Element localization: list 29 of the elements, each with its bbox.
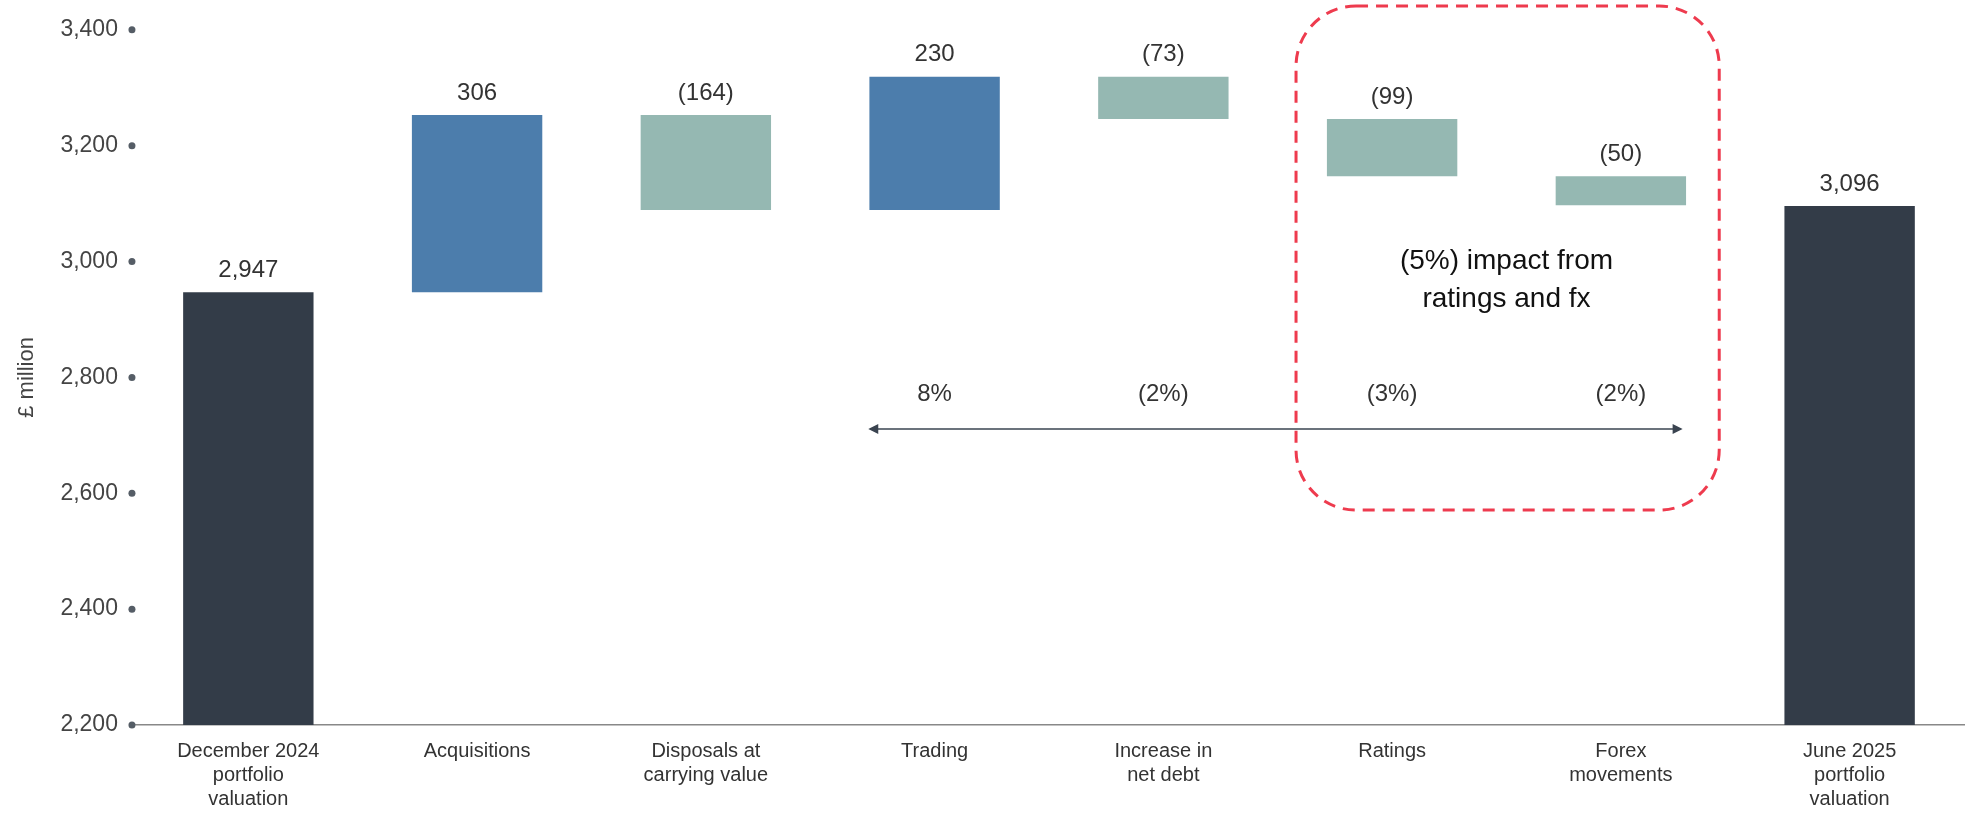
x-tick-label: Forex movements <box>1569 738 1673 785</box>
x-tick-label: December 2024 portfolio valuation <box>177 738 320 809</box>
data-label: 230 <box>914 39 955 67</box>
data-label: 3,096 <box>1819 168 1880 196</box>
annotation: (3%) <box>1366 378 1418 406</box>
data-label: (164) <box>677 77 734 105</box>
y-tick-label: 2,600 <box>60 478 118 505</box>
data-label: (73) <box>1142 39 1185 67</box>
x-tick-label: Ratings <box>1358 738 1427 761</box>
annotation: (5%) impact from ratings and fx <box>1399 244 1614 314</box>
y-tick-label: 2,800 <box>60 362 118 389</box>
y-tick-label: 3,200 <box>60 131 118 158</box>
x-tick-label: Increase in net debt <box>1114 738 1213 785</box>
data-label: (50) <box>1599 139 1643 166</box>
data-label: (99) <box>1370 81 1414 109</box>
annotation: (2%) <box>1138 378 1189 406</box>
y-tick-label: 2,400 <box>60 594 118 621</box>
data-label: 306 <box>457 77 498 105</box>
y-tick-label: 3,400 <box>60 15 118 42</box>
data-label: 2,947 <box>218 254 279 282</box>
annotation: (2%) <box>1595 378 1647 406</box>
x-tick-label: Trading <box>901 738 969 761</box>
y-axis-title: £ million <box>13 337 39 418</box>
x-tick-label: Disposals at carrying value <box>643 738 769 785</box>
y-tick-label: 3,000 <box>60 246 118 273</box>
y-tick-label: 2,200 <box>60 710 118 737</box>
x-tick-label: Acquisitions <box>423 738 531 761</box>
x-tick-label: June 2025 portfolio valuation <box>1802 738 1897 809</box>
annotation: 8% <box>917 378 952 406</box>
